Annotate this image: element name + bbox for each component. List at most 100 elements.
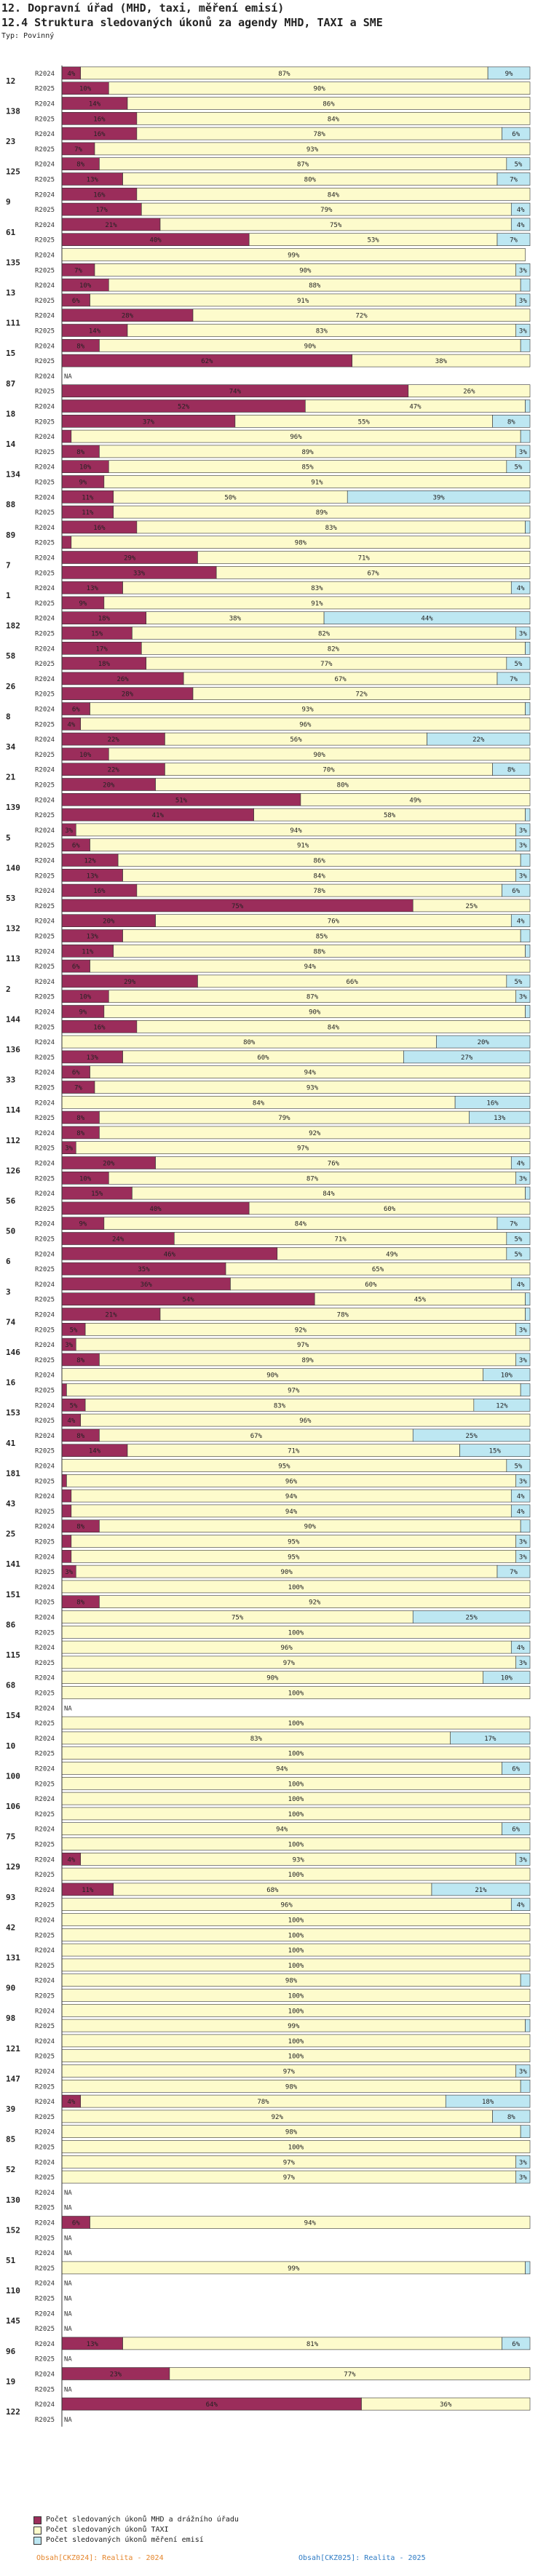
row-label: R2024 (35, 2341, 55, 2348)
data-label: 24% (112, 1236, 124, 1244)
data-label: 79% (320, 207, 333, 214)
data-label: 6% (512, 888, 520, 895)
data-label: 22% (472, 736, 485, 744)
bar-segment (515, 838, 531, 851)
data-label: 27% (461, 1054, 473, 1062)
bar-segment (506, 1459, 531, 1472)
data-label: 3% (65, 1145, 73, 1153)
group-label: 147 (6, 2074, 20, 2083)
data-label: 60% (257, 1054, 269, 1062)
bar-segment (127, 97, 531, 110)
bar-segment (510, 1156, 531, 1169)
row-label: R2025 (35, 812, 55, 819)
data-label: 94% (304, 1070, 317, 1077)
data-label: 93% (306, 146, 319, 154)
group-label: 21 (6, 773, 16, 782)
data-label: 6% (512, 1826, 520, 1834)
bar-segment (515, 2064, 531, 2078)
bar-segment (510, 202, 531, 216)
bar-segment (487, 66, 531, 80)
data-label: 97% (283, 2159, 296, 2166)
data-label: 36% (440, 2401, 452, 2409)
data-label: 4% (517, 1281, 525, 1289)
data-label: 95% (278, 1463, 290, 1471)
data-label: 5% (515, 162, 523, 169)
data-label: 3% (519, 328, 527, 335)
row-label: R2025 (35, 509, 55, 517)
row-label: R2025 (35, 1842, 55, 1849)
data-label: 15% (91, 631, 103, 638)
data-label: 65% (372, 1266, 384, 1273)
footer-source-2025: Obsah[CKZ025]: Realita - 2025 (298, 2554, 426, 2562)
bar-segment (450, 1731, 531, 1745)
na-label: NA (64, 2190, 72, 2197)
group-label: 138 (6, 106, 20, 116)
bar-segment (525, 399, 531, 413)
data-label: 22% (108, 736, 120, 744)
data-label: 4% (517, 1645, 525, 1652)
row-label: R2025 (35, 418, 55, 426)
row-label: R2025 (35, 1236, 55, 1244)
data-label: 84% (295, 1221, 307, 1228)
data-label: 95% (288, 1554, 300, 1561)
row-label: R2024 (35, 343, 55, 350)
row-label: R2024 (35, 2038, 55, 2046)
bar-segment (515, 293, 531, 307)
bar-segment (515, 1474, 531, 1487)
data-label: 50% (224, 494, 237, 501)
data-label: 17% (96, 207, 108, 214)
row-label: R2024 (35, 373, 55, 381)
row-label: R2025 (35, 1629, 55, 1637)
row-label: R2025 (35, 1054, 55, 1062)
data-label: 98% (285, 2129, 298, 2136)
data-label: 82% (328, 645, 340, 653)
data-label: 86% (323, 101, 335, 108)
row-label: R2024 (35, 1130, 55, 1137)
na-label: NA (64, 2356, 72, 2364)
legend-swatch-taxi (33, 2526, 41, 2535)
bar-segment (510, 1640, 531, 1654)
data-label: 5% (515, 661, 523, 668)
data-label: 8% (507, 418, 515, 426)
data-label: 98% (285, 2083, 298, 2091)
group-label: 19 (6, 2377, 15, 2386)
row-label: R2025 (35, 237, 55, 245)
row-label: R2025 (35, 1599, 55, 1607)
row-label: R2025 (35, 1720, 55, 1728)
row-label: R2024 (35, 1947, 55, 1955)
data-label: 77% (320, 661, 333, 668)
na-label: NA (64, 2296, 72, 2303)
data-label: 92% (272, 2114, 284, 2121)
data-label: 11% (82, 509, 94, 517)
row-label: R2024 (35, 555, 55, 562)
data-label: 29% (124, 979, 136, 986)
row-label: R2024 (35, 979, 55, 986)
bar-segment (445, 2094, 531, 2108)
data-label: 72% (355, 691, 368, 699)
legend-label-taxi: Počet sledovaných úkonů TAXI (46, 2526, 169, 2534)
data-label: 14% (89, 101, 101, 108)
data-label: 3% (519, 843, 527, 850)
data-label: 9% (505, 71, 513, 78)
group-label: 153 (6, 1408, 20, 1418)
bar-segment (90, 959, 531, 973)
row-label: R2024 (35, 2220, 55, 2227)
row-label: R2024 (35, 1978, 55, 1985)
row-label: R2024 (35, 1917, 55, 1925)
data-label: 93% (301, 707, 314, 714)
row-label: R2025 (35, 1660, 55, 1667)
row-label: R2025 (35, 1175, 55, 1182)
bar-segment (94, 142, 531, 156)
group-label: 122 (6, 2407, 20, 2417)
data-label: 97% (283, 1660, 296, 1667)
row-label: R2024 (35, 101, 55, 108)
na-label: NA (64, 2417, 72, 2424)
data-label: 8% (507, 2114, 515, 2121)
data-label: 84% (328, 191, 340, 199)
data-label: 80% (243, 1039, 256, 1046)
group-label: 96 (6, 2347, 16, 2356)
data-label: 5% (70, 1402, 78, 1410)
group-label: 93 (6, 1893, 15, 1902)
row-label: R2025 (35, 1993, 55, 2000)
